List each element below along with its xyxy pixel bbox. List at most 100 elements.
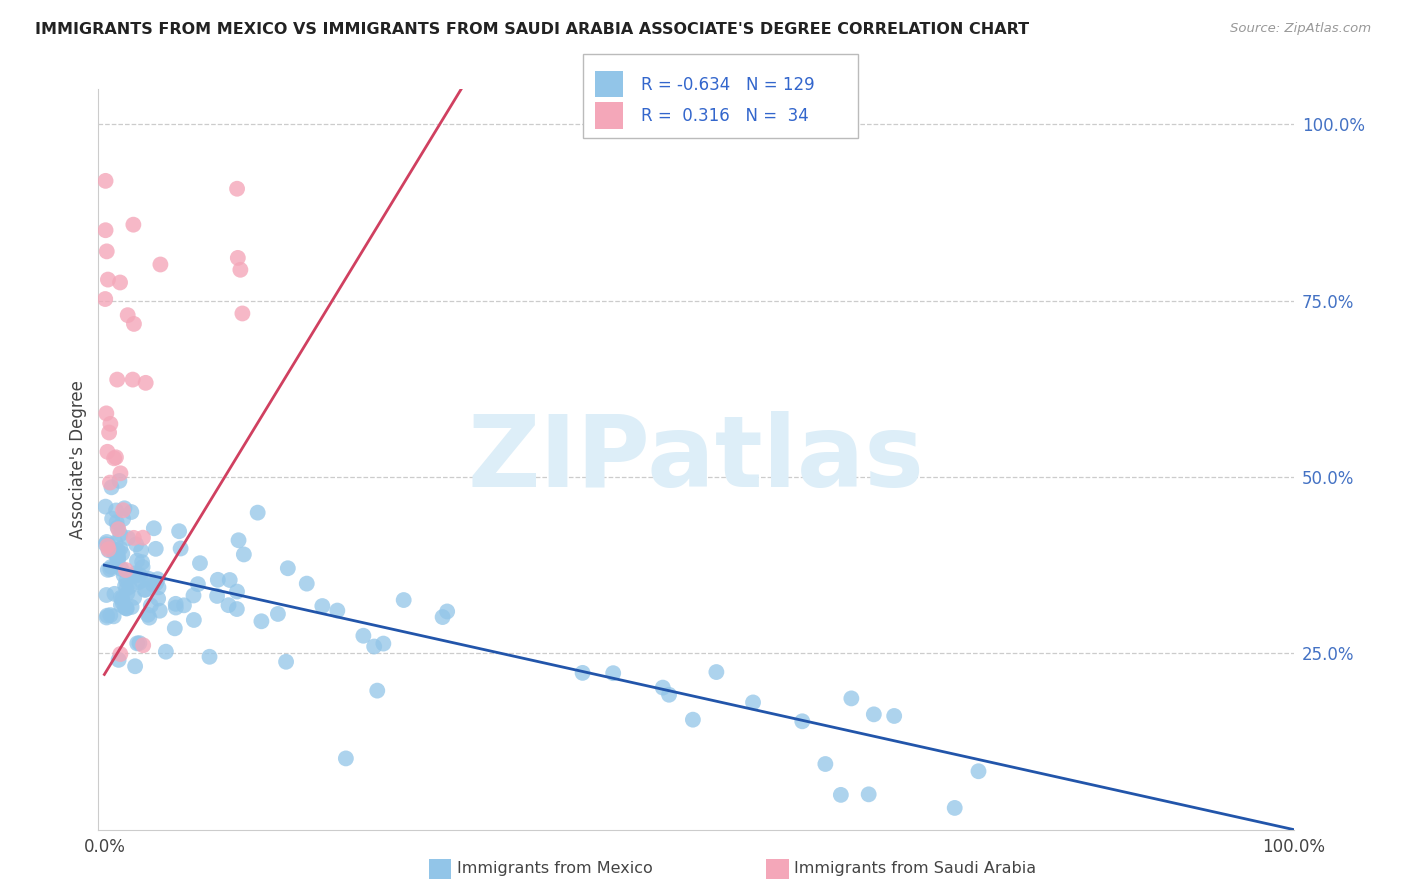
Point: [96, 539, 118, 553]
Point: [124, 566, 146, 581]
Point: [658, 688, 681, 702]
Point: [146, 572, 169, 586]
Point: [122, 591, 145, 605]
Point: [94, 174, 117, 188]
Point: [107, 543, 129, 558]
Point: [145, 541, 167, 556]
Point: [112, 501, 135, 516]
Point: [205, 589, 228, 603]
Point: [111, 596, 134, 610]
Point: [841, 691, 863, 706]
Point: [110, 541, 132, 556]
Point: [682, 713, 704, 727]
Point: [231, 306, 253, 320]
Point: [187, 577, 209, 591]
Point: [97, 538, 120, 552]
Point: [124, 659, 146, 673]
Point: [101, 511, 124, 525]
Point: [110, 562, 132, 576]
Point: [792, 714, 814, 729]
Point: [105, 552, 128, 566]
Point: [246, 506, 269, 520]
Point: [111, 591, 134, 606]
Point: [129, 543, 152, 558]
Point: [112, 512, 135, 526]
Point: [392, 593, 415, 607]
Point: [94, 292, 117, 306]
Point: [967, 764, 990, 779]
Text: Immigrants from Mexico: Immigrants from Mexico: [457, 862, 652, 876]
Point: [122, 317, 145, 331]
Point: [149, 604, 172, 618]
Point: [110, 598, 132, 612]
Point: [96, 406, 118, 420]
Point: [96, 244, 118, 259]
Point: [108, 474, 131, 488]
Point: [125, 537, 148, 551]
Point: [97, 543, 120, 558]
Point: [218, 598, 240, 612]
Y-axis label: Associate's Degree: Associate's Degree: [69, 380, 87, 539]
Point: [103, 451, 125, 466]
Point: [114, 579, 136, 593]
Point: [363, 640, 385, 654]
Point: [146, 591, 169, 606]
Text: Source: ZipAtlas.com: Source: ZipAtlas.com: [1230, 22, 1371, 36]
Point: [602, 666, 624, 681]
Point: [149, 258, 172, 272]
Point: [98, 475, 121, 490]
Point: [165, 597, 187, 611]
Point: [706, 665, 728, 679]
Text: Immigrants from Saudi Arabia: Immigrants from Saudi Arabia: [794, 862, 1036, 876]
Point: [108, 527, 131, 541]
Point: [115, 582, 138, 596]
Point: [830, 788, 852, 802]
Point: [229, 262, 252, 277]
Point: [97, 563, 120, 577]
Point: [132, 531, 155, 545]
Point: [122, 218, 145, 232]
Point: [121, 373, 143, 387]
Point: [571, 665, 593, 680]
Point: [94, 537, 117, 551]
Point: [165, 600, 187, 615]
Point: [225, 602, 247, 616]
Point: [94, 500, 117, 514]
Point: [198, 649, 221, 664]
Point: [218, 573, 240, 587]
Point: [114, 563, 136, 577]
Point: [96, 610, 118, 624]
Point: [127, 636, 149, 650]
Point: [104, 450, 127, 465]
Point: [883, 709, 905, 723]
Point: [135, 376, 157, 390]
Point: [207, 573, 229, 587]
Point: [107, 520, 129, 534]
Point: [232, 548, 254, 562]
Point: [125, 554, 148, 568]
Point: [145, 576, 167, 591]
Point: [136, 607, 159, 622]
Point: [96, 535, 118, 549]
Point: [352, 629, 374, 643]
Point: [105, 503, 128, 517]
Point: [103, 587, 125, 601]
Point: [110, 591, 132, 605]
Point: [138, 610, 160, 624]
Point: [100, 480, 122, 494]
Point: [135, 582, 157, 597]
Point: [226, 182, 249, 196]
Point: [134, 582, 156, 597]
Point: [163, 621, 186, 635]
Point: [112, 503, 135, 517]
Point: [107, 522, 129, 536]
Point: [142, 577, 165, 591]
Point: [326, 603, 349, 617]
Point: [139, 599, 162, 613]
Point: [110, 647, 132, 661]
Point: [277, 561, 299, 575]
Point: [124, 568, 146, 582]
Point: [117, 531, 139, 545]
Point: [169, 541, 191, 556]
Point: [142, 521, 165, 535]
